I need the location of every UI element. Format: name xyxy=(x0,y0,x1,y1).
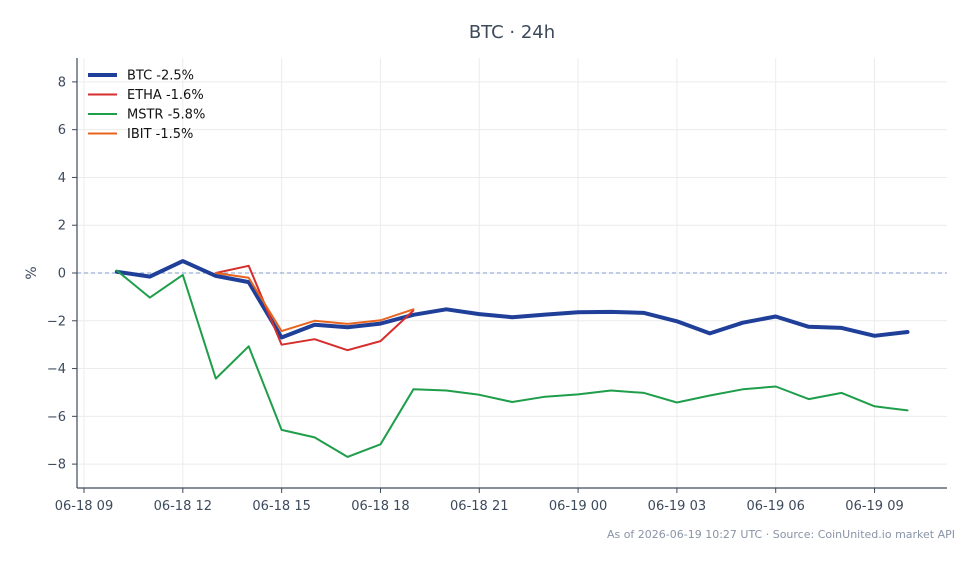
y-axis-label: % xyxy=(24,266,40,279)
chart-title: BTC · 24h xyxy=(469,22,555,43)
legend-label: IBIT -1.5% xyxy=(127,127,193,142)
x-ticks: 06-18 09 06-18 12 06-18 15 06-18 18 06-18 21… xyxy=(55,488,904,514)
legend-label: MSTR -5.8% xyxy=(127,108,205,123)
series-lines xyxy=(114,259,910,458)
y-tick-label: 0 xyxy=(58,267,66,282)
x-tick-label: 06-18 15 xyxy=(252,499,310,514)
series-line-btc xyxy=(114,259,910,340)
y-ticks: 8 6 4 2 0 −2 −4 −6 −8 xyxy=(47,75,77,473)
x-tick-label: 06-18 21 xyxy=(450,499,508,514)
legend-label: BTC -2.5% xyxy=(127,69,194,84)
series-line-ibit xyxy=(214,272,415,333)
legend: BTC -2.5% ETHA -1.6% MSTR -5.8% IBIT -1.5% xyxy=(88,69,205,142)
series-line-etha xyxy=(214,264,415,352)
y-tick-label: 4 xyxy=(58,171,66,186)
series-line-mstr xyxy=(115,269,909,458)
source-footer: As of 2026-06-19 10:27 UTC · Source: Coi… xyxy=(607,528,955,541)
y-tick-label: −2 xyxy=(47,314,66,329)
y-tick-label: 6 xyxy=(58,123,66,138)
x-tick-label: 06-19 00 xyxy=(549,499,607,514)
y-tick-label: −8 xyxy=(47,458,66,473)
y-tick-label: 8 xyxy=(58,75,66,90)
x-tick-label: 06-18 09 xyxy=(55,499,113,514)
x-tick-label: 06-19 06 xyxy=(746,499,804,514)
x-tick-label: 06-19 09 xyxy=(845,499,903,514)
x-tick-label: 06-19 03 xyxy=(648,499,706,514)
y-tick-label: −6 xyxy=(47,410,66,425)
x-tick-label: 06-18 18 xyxy=(351,499,409,514)
y-tick-label: −4 xyxy=(47,362,66,377)
y-tick-label: 2 xyxy=(58,219,66,234)
x-tick-label: 06-18 12 xyxy=(154,499,212,514)
legend-label: ETHA -1.6% xyxy=(127,88,204,103)
